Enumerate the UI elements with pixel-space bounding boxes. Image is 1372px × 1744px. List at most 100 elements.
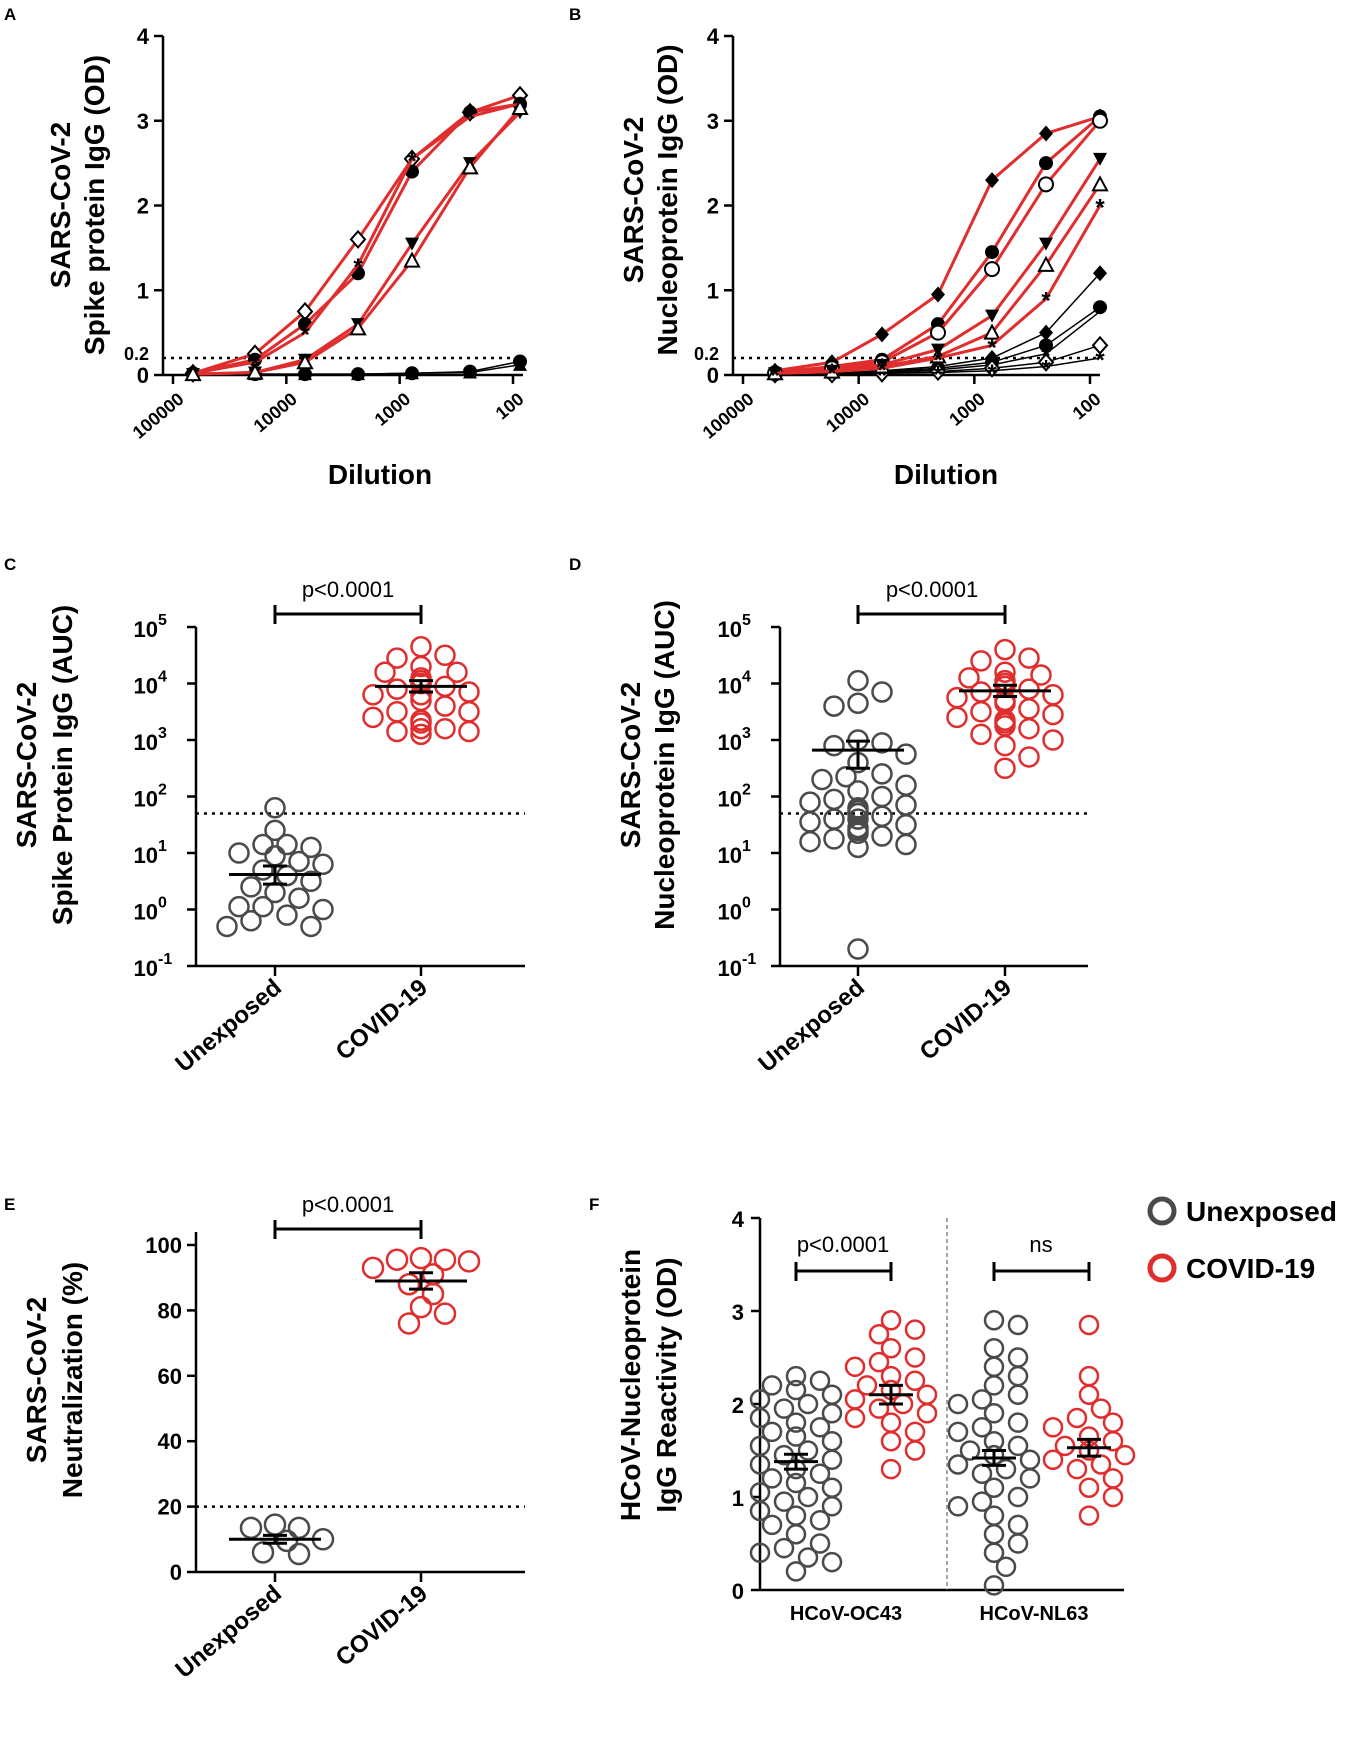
panelb-covid-series-point: * <box>987 334 997 361</box>
panel-c-ylabel-line2: Spike Protein IgG (AUC) <box>47 605 78 925</box>
panelb-covid-series-point <box>985 309 999 323</box>
panela-ytick-label: 4 <box>137 24 150 49</box>
panel-f-point <box>983 1575 1005 1596</box>
panela-covid-series-point <box>405 237 419 251</box>
panelb-covid-series-point <box>1037 255 1055 272</box>
panel-f-bracket-nl63 <box>992 1262 1091 1281</box>
paneld-point <box>799 830 821 853</box>
panela-xtick-label: 100000 <box>129 389 188 443</box>
panelb-control-series-point <box>929 362 947 382</box>
panelb-ytick-label-extra: 0.2 <box>694 344 719 364</box>
panel-a-ylabel-line2: Spike protein IgG (OD) <box>79 55 110 355</box>
panelb-xtick-label: 100000 <box>699 389 758 443</box>
panelb-ytick-label: 0 <box>707 363 719 388</box>
panel-f-point <box>761 1468 783 1489</box>
panelc-point <box>410 717 432 740</box>
panel-f-point <box>1078 1365 1100 1387</box>
panelb-covid-series-point <box>930 324 946 341</box>
panelc-ytick-label: 10 <box>134 730 158 755</box>
panelb-covid-series-point: * <box>827 361 837 388</box>
panel-c-significance-bracket <box>273 605 423 624</box>
panel-f-point <box>947 1496 969 1517</box>
paneld-point <box>1018 647 1040 669</box>
paneld-point <box>1018 698 1040 720</box>
panel-f-point <box>1078 1384 1100 1405</box>
paneld-point <box>895 814 917 836</box>
panelb-ytick-label: 3 <box>707 109 719 134</box>
panel-f-point <box>809 1510 831 1531</box>
panel-f-ytick-label: 0 <box>732 1579 744 1604</box>
paneld-point <box>871 785 893 808</box>
panelb-xtick-label: 100 <box>1069 389 1105 424</box>
panel-e-point <box>409 1246 433 1270</box>
panel-d-significance-bracket <box>856 605 1007 624</box>
panel-f-point <box>868 1351 890 1373</box>
panelc-ytick-exponent: 5 <box>158 612 167 629</box>
panel-f-point <box>761 1375 783 1396</box>
panel-f-ylabel-line2: IgG Reactivity (OD) <box>651 1257 682 1512</box>
panel-f-point <box>868 1324 890 1345</box>
panel-f-point <box>904 1421 926 1443</box>
panel-f-point <box>1090 1398 1112 1419</box>
panelb-covid-series-point <box>984 261 1000 278</box>
panela-ytick-label: 3 <box>137 109 149 134</box>
paneld-point <box>871 825 893 847</box>
panelb-covid-series-point <box>983 323 1001 340</box>
panelc-ytick-label: 10 <box>134 900 158 925</box>
panelc-point <box>312 898 334 921</box>
paneld-point <box>823 788 845 811</box>
panel-f-point <box>971 1389 993 1410</box>
paneld-point <box>895 774 917 796</box>
panela-ytick-label: 0 <box>137 363 149 388</box>
panel-f-point <box>904 1347 926 1368</box>
paneld-point <box>1042 729 1064 751</box>
panel-label-a: A <box>4 5 16 24</box>
paneld-point <box>823 828 845 850</box>
panel-c-points <box>216 636 480 938</box>
paneld-ytick-exponent: 3 <box>742 725 751 742</box>
panel-f-point <box>1114 1444 1136 1466</box>
panelb-control-series-point: * <box>933 361 943 388</box>
panelc-ytick-exponent: 1 <box>158 838 167 855</box>
panela-control-series-point <box>513 354 527 369</box>
panelc-ytick-exponent: -1 <box>158 951 172 968</box>
panelc-point <box>434 717 456 740</box>
panelb-covid-series-point <box>875 326 889 343</box>
panel-f-point <box>809 1417 831 1438</box>
panel-f-point <box>1078 1505 1100 1526</box>
panelc-point <box>300 836 322 859</box>
paneld-point <box>895 743 917 765</box>
panelb-control-series-point <box>1091 335 1109 355</box>
panel-f-point <box>809 1463 831 1484</box>
panel-f-point <box>916 1403 938 1424</box>
panel-b-ylabel-line1: SARS-CoV-2 <box>618 117 649 283</box>
panel-label-e: E <box>4 1195 15 1214</box>
paneld-ytick-label: 10 <box>718 956 742 981</box>
panel-f-point <box>821 1384 843 1405</box>
panel-f-point <box>749 1542 771 1564</box>
panelc-ytick-label: 10 <box>134 956 158 981</box>
panelb-covid-series-point: * <box>770 362 780 389</box>
panel-a-y-ticks: 0 1 2 3 4 0.2 <box>124 24 163 388</box>
panel-f-point <box>785 1412 807 1433</box>
panel-f-point <box>1007 1412 1029 1433</box>
panel-f-p-value-oc43: p<0.0001 <box>797 1232 889 1257</box>
paneld-point <box>871 681 893 703</box>
panel-f-point <box>983 1477 1005 1498</box>
panel-f-point <box>971 1491 993 1512</box>
panel-e-point <box>433 1248 457 1271</box>
panelb-covid-series-point <box>1038 176 1054 193</box>
panel-f-point <box>856 1375 878 1396</box>
panel-e-p-value: p<0.0001 <box>302 1192 394 1217</box>
panel-b-y-ticks: 0 1 2 3 4 0.2 <box>694 24 733 388</box>
panelb-covid-series-point <box>1091 175 1109 192</box>
paneld-ytick-label: 10 <box>718 843 742 868</box>
panelb-ytick-label: 1 <box>707 278 719 303</box>
paneld-point <box>970 723 992 746</box>
panel-f-point <box>797 1440 819 1461</box>
panel-f-point <box>916 1384 938 1405</box>
panel-e-point <box>433 1302 457 1325</box>
panela-ytick-label: 2 <box>137 194 149 219</box>
paneld-ytick-exponent: -1 <box>742 951 756 968</box>
